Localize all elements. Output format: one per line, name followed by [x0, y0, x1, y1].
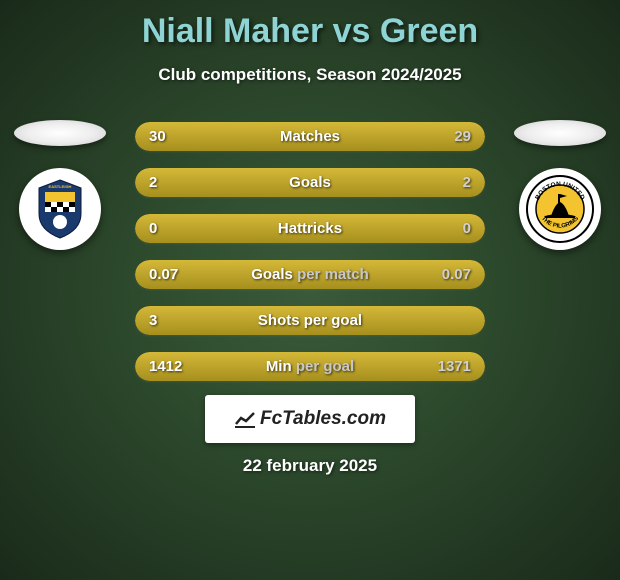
stat-value-left: 2 — [149, 168, 157, 197]
bar-left — [135, 306, 485, 335]
bar-right — [310, 214, 485, 243]
stat-row: 0.070.07Goals per match — [135, 260, 485, 289]
stat-value-left: 0.07 — [149, 260, 178, 289]
stat-value-left: 3 — [149, 306, 157, 335]
svg-text:EASTLEIGH: EASTLEIGH — [49, 184, 72, 189]
player-left-column: EASTLEIGH — [14, 120, 106, 250]
stat-value-right: 1371 — [438, 352, 471, 381]
footer-brand-badge: FcTables.com — [205, 395, 415, 443]
stat-row: 3Shots per goal — [135, 306, 485, 335]
stat-row: 22Goals — [135, 168, 485, 197]
stat-value-right: 29 — [454, 122, 471, 151]
stat-value-left: 1412 — [149, 352, 182, 381]
team-right-crest: BOSTON UNITED THE PILGRIMS — [519, 168, 601, 250]
page-title: Niall Maher vs Green — [0, 0, 620, 51]
stat-row: 14121371Min per goal — [135, 352, 485, 381]
stat-value-right: 0.07 — [442, 260, 471, 289]
bar-left — [135, 214, 310, 243]
footer-brand-text: FcTables.com — [234, 408, 386, 430]
stat-row: 3029Matches — [135, 122, 485, 151]
stat-value-right: 2 — [463, 168, 471, 197]
stat-value-left: 0 — [149, 214, 157, 243]
player-left-silhouette — [14, 120, 106, 146]
player-right-column: BOSTON UNITED THE PILGRIMS — [514, 120, 606, 250]
stat-value-left: 30 — [149, 122, 166, 151]
stat-value-right: 0 — [463, 214, 471, 243]
stats-container: 3029Matches22Goals00Hattricks0.070.07Goa… — [135, 122, 485, 381]
player-right-silhouette — [514, 120, 606, 146]
subtitle: Club competitions, Season 2024/2025 — [0, 65, 620, 85]
bar-left — [135, 168, 310, 197]
snapshot-date: 22 february 2025 — [0, 456, 620, 476]
bar-right — [310, 168, 485, 197]
team-left-crest: EASTLEIGH — [19, 168, 101, 250]
stat-row: 00Hattricks — [135, 214, 485, 243]
